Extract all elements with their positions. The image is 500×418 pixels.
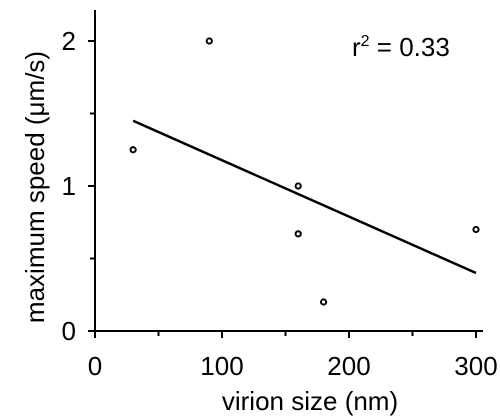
data-point (472, 225, 480, 234)
data-point (294, 230, 302, 238)
y-tick-label: 0 (62, 316, 76, 346)
x-tick-label: 0 (88, 351, 102, 381)
x-tick-label: 100 (200, 351, 243, 381)
x-tick-label: 300 (454, 351, 497, 381)
y-axis-label: maximum speed (μm/s) (20, 51, 50, 323)
axes (94, 10, 483, 332)
data-point (205, 37, 213, 45)
x-axis-label: virion size (nm) (222, 386, 398, 416)
data-point (320, 298, 328, 306)
regression-line (132, 119, 477, 275)
data-point (294, 182, 302, 190)
y-tick-label: 2 (62, 26, 76, 56)
data-points (129, 37, 480, 306)
data-point (129, 146, 137, 154)
x-tick-label: 200 (327, 351, 370, 381)
r-squared-annotation: r2 = 0.33 (352, 32, 450, 62)
y-tick-label: 1 (62, 171, 76, 201)
r-squared-value: = 0.33 (370, 32, 450, 62)
r-squared-label: r (352, 32, 361, 62)
r-squared-superscript: 2 (361, 33, 370, 50)
tick-labels: 0 100 200 300 0 1 2 (62, 26, 498, 381)
ticks (88, 40, 477, 338)
